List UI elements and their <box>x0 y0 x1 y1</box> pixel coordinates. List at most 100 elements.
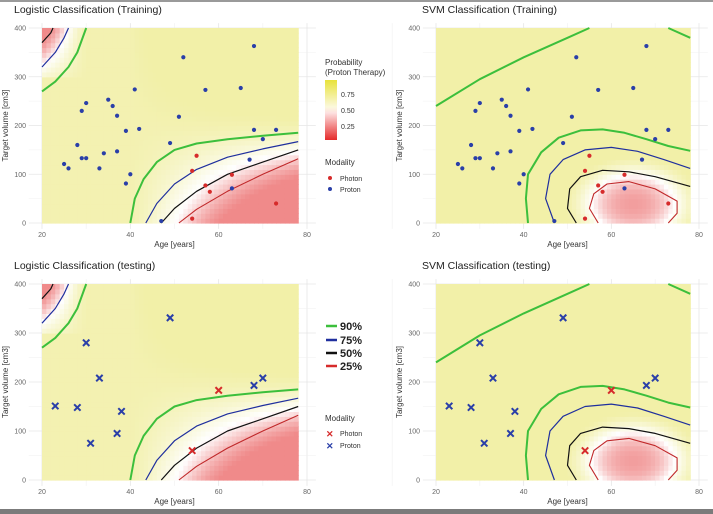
field-cell <box>492 91 498 97</box>
field-cell <box>449 188 455 195</box>
field-cell <box>685 62 691 68</box>
field-cell <box>576 62 582 68</box>
field-cell <box>532 86 538 92</box>
field-cell <box>457 57 463 63</box>
field-cell <box>620 135 626 141</box>
field-cell <box>681 52 687 58</box>
field-cell <box>284 188 290 195</box>
field-cell <box>541 96 547 102</box>
field-cell <box>50 450 56 457</box>
field-cell <box>293 71 299 78</box>
field-cell <box>249 106 255 112</box>
field-cell <box>50 396 56 403</box>
field-cell <box>585 198 591 205</box>
field-cell <box>492 145 498 151</box>
field-cell <box>536 71 542 78</box>
field-cell <box>258 67 264 73</box>
field-cell <box>624 37 630 44</box>
field-cell <box>231 115 237 122</box>
field-cell <box>174 52 180 58</box>
field-cell <box>602 110 608 117</box>
field-cell <box>549 71 555 78</box>
field-cell <box>440 130 446 136</box>
field-cell <box>506 140 512 146</box>
field-cell <box>440 91 446 97</box>
field-cell <box>262 86 268 92</box>
field-cell <box>174 115 180 122</box>
field-cell <box>156 125 162 131</box>
field-cell <box>152 145 158 151</box>
field-cell <box>267 125 273 131</box>
field-cell <box>42 411 48 417</box>
field-cell <box>545 164 551 170</box>
field-cell <box>466 32 472 39</box>
field-cell <box>59 130 65 136</box>
field-cell <box>457 188 463 195</box>
field-cell <box>156 130 162 136</box>
field-cell <box>646 174 652 180</box>
field-cell <box>121 62 127 68</box>
field-cell <box>46 140 52 146</box>
field-cell <box>677 154 683 161</box>
field-cell <box>549 67 555 73</box>
field-cell <box>117 125 123 131</box>
field-cell <box>479 42 485 49</box>
field-cell <box>134 135 140 141</box>
field-cell <box>606 110 612 117</box>
field-cell <box>444 208 450 214</box>
field-cell <box>528 86 534 92</box>
field-cell <box>457 110 463 117</box>
field-cell <box>95 96 101 102</box>
field-cell <box>488 188 494 195</box>
field-cell <box>563 174 569 180</box>
field-cell <box>501 57 507 63</box>
field-cell <box>236 198 242 205</box>
field-cell <box>672 42 678 49</box>
field-cell <box>236 213 242 219</box>
field-cell <box>436 174 441 180</box>
field-cell <box>64 179 70 185</box>
field-cell <box>593 115 599 122</box>
field-cell <box>125 120 131 127</box>
field-cell <box>99 120 105 127</box>
field-cell <box>462 169 468 175</box>
field-cell <box>81 110 87 117</box>
field-cell <box>262 47 268 53</box>
field-cell <box>677 115 683 122</box>
field-cell <box>152 213 158 219</box>
field-cell <box>598 32 604 39</box>
field-cell <box>192 130 198 136</box>
field-cell <box>449 164 455 170</box>
field-cell <box>611 52 617 58</box>
field-cell <box>183 71 189 78</box>
field-cell <box>130 125 136 131</box>
contour-50-line <box>566 169 691 224</box>
field-cell <box>681 57 687 63</box>
field-cell <box>453 164 459 170</box>
field-cell <box>284 218 290 224</box>
field-cell <box>440 145 446 151</box>
field-cell <box>86 42 92 49</box>
field-cell <box>42 71 48 78</box>
field-cell <box>479 184 485 190</box>
field-cell <box>532 130 538 136</box>
field-cell <box>659 145 665 151</box>
field-cell <box>152 120 158 127</box>
field-cell <box>479 62 485 68</box>
field-cell <box>59 435 65 442</box>
field-cell <box>637 120 643 127</box>
field-cell <box>677 149 683 156</box>
field-cell <box>466 76 472 83</box>
field-cell <box>655 91 661 97</box>
field-cell <box>72 47 78 53</box>
field-cell <box>125 188 131 195</box>
field-cell <box>510 125 516 131</box>
field-cell <box>240 52 246 58</box>
field-cell <box>668 193 674 200</box>
field-cell <box>646 198 652 205</box>
field-cell <box>457 62 463 68</box>
field-cell <box>628 32 634 39</box>
field-cell <box>46 154 52 161</box>
field-cell <box>258 71 264 78</box>
field-cell <box>245 28 251 34</box>
